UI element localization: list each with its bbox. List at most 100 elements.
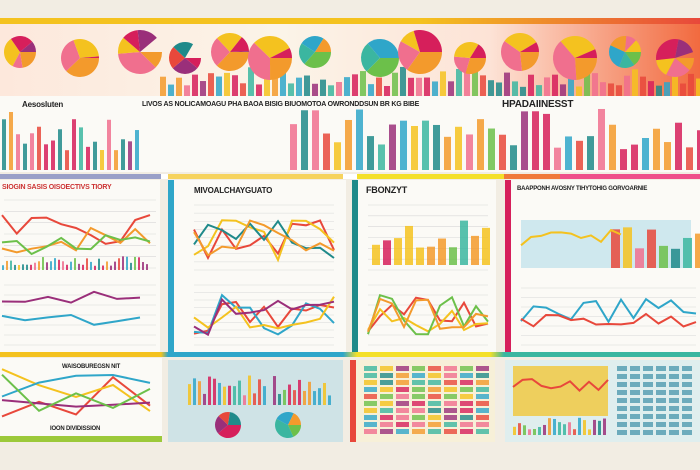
banner-graphic xyxy=(3,29,700,96)
table-cell xyxy=(643,406,653,411)
header-bar xyxy=(72,119,76,170)
bar xyxy=(58,259,60,270)
banner-pie-slice xyxy=(553,41,577,80)
bar xyxy=(449,247,457,265)
header-bar xyxy=(466,134,473,170)
bar xyxy=(203,393,206,405)
banner-pie-slice xyxy=(610,36,627,52)
banner-pie-slice xyxy=(656,38,679,61)
bar xyxy=(30,264,32,270)
panel-7 xyxy=(350,360,495,442)
header-bar xyxy=(543,113,550,170)
table-cell xyxy=(669,374,679,379)
table-cell xyxy=(412,380,425,385)
banner-pie-slice xyxy=(454,41,479,58)
table-cell xyxy=(460,373,473,378)
banner-bar xyxy=(328,85,334,96)
bar xyxy=(273,376,276,405)
banner-bar xyxy=(688,73,694,96)
banner-bar xyxy=(360,71,366,96)
table-cell xyxy=(630,422,640,427)
bar xyxy=(126,256,128,270)
bar xyxy=(427,246,435,265)
banner-pie-slice xyxy=(248,42,271,80)
table-cell xyxy=(656,422,666,427)
banner-bar xyxy=(176,77,182,96)
banner-pie-slice xyxy=(454,56,470,74)
bar xyxy=(611,229,620,268)
banner-pie-slice xyxy=(304,52,331,68)
banner-bar xyxy=(608,83,614,96)
bar xyxy=(405,225,413,265)
banner-pie-slice xyxy=(66,58,99,77)
bar xyxy=(122,256,124,270)
table-cell xyxy=(476,387,489,392)
table-cell xyxy=(669,422,679,427)
bar xyxy=(578,417,581,435)
table-cell xyxy=(460,408,473,413)
bar xyxy=(460,220,468,265)
banner-bar xyxy=(272,78,278,96)
banner-pie-slice xyxy=(470,44,486,58)
banner-pie-slice xyxy=(12,52,23,68)
banner-pie-slice xyxy=(675,58,694,71)
table-cell xyxy=(444,429,457,434)
banner-pie-slice xyxy=(520,52,539,71)
pie-slice xyxy=(275,418,294,438)
banner-bar xyxy=(512,81,518,96)
bar xyxy=(134,256,136,270)
header-bar xyxy=(521,111,528,170)
header-bar xyxy=(312,110,319,170)
banner-pie-slice xyxy=(61,40,80,72)
banner-pie-slice xyxy=(73,39,99,58)
banner-bar xyxy=(248,67,254,96)
banner-bar xyxy=(200,81,206,96)
banner-bar xyxy=(320,79,326,96)
table-cell xyxy=(476,408,489,413)
bar xyxy=(308,381,311,405)
table-cell xyxy=(617,414,627,419)
header-bar xyxy=(16,134,20,170)
banner-bar xyxy=(264,66,270,96)
table-cell xyxy=(630,390,640,395)
banner-bar xyxy=(440,71,446,96)
series-line xyxy=(1,313,141,326)
banner-pie-slice xyxy=(172,58,198,74)
bar xyxy=(6,260,8,270)
banner-bar xyxy=(656,85,662,96)
table-cell xyxy=(617,422,627,427)
bar xyxy=(303,390,306,405)
table-cell xyxy=(444,387,457,392)
bar xyxy=(110,265,112,270)
banner-pie-slice xyxy=(575,49,597,58)
banner-bar xyxy=(168,84,174,96)
bar xyxy=(568,422,571,435)
header-bar xyxy=(51,140,55,170)
banner-pie-slice xyxy=(619,52,635,68)
panel-5-footer: IOON DIVIDISSION xyxy=(50,426,101,432)
header-bar xyxy=(86,146,90,170)
table-cell xyxy=(364,422,377,427)
panel-5-title: WAISOBUREGSN NIT xyxy=(62,364,121,370)
table-cell xyxy=(380,415,393,420)
table-cell xyxy=(630,382,640,387)
bar xyxy=(383,240,391,265)
series-line xyxy=(1,234,151,256)
table-cell xyxy=(428,387,441,392)
table-cell xyxy=(460,380,473,385)
table-cell xyxy=(412,415,425,420)
banner-bar xyxy=(496,82,502,96)
header-bar xyxy=(653,128,660,170)
table-cell xyxy=(428,380,441,385)
table-cell xyxy=(630,430,640,435)
series-line xyxy=(1,373,151,398)
table-cell xyxy=(669,414,679,419)
table-cell xyxy=(380,394,393,399)
banner-pie-slice xyxy=(560,35,596,58)
header-bar xyxy=(532,111,539,170)
banner-bar xyxy=(208,73,214,96)
table-cell xyxy=(444,422,457,427)
bar xyxy=(553,418,556,435)
table-cell xyxy=(476,394,489,399)
series-line xyxy=(520,297,697,324)
